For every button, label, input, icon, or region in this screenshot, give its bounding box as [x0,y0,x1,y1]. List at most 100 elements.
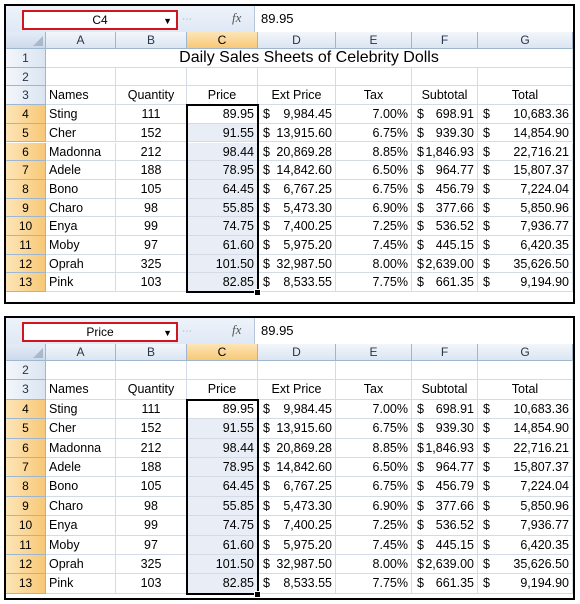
fx-icon[interactable]: fx [232,10,242,25]
cell-d11[interactable]: $5,975.20 [258,535,336,555]
cell-f13[interactable]: $661.35 [412,574,478,594]
cell-b7[interactable]: 188 [116,161,187,180]
column-label-names[interactable]: Names [46,86,116,106]
cell-c4[interactable]: 89.95 [187,399,258,420]
cell-a13[interactable]: Pink [46,273,116,293]
cell-b11[interactable]: 97 [116,236,187,255]
cell-e2[interactable] [336,361,412,381]
cell-c5[interactable]: 91.55 [187,419,258,439]
cell-g12[interactable]: $35,626.50 [478,254,573,274]
cell-e12[interactable]: 8.00% [336,254,412,274]
cell-b11[interactable]: 97 [116,535,187,555]
cell-b7[interactable]: 188 [116,458,187,478]
cell-e9[interactable]: 6.90% [336,198,412,218]
column-label-subtotal[interactable]: Subtotal [412,380,478,400]
row-header-9[interactable]: 9 [6,496,46,517]
cell-b6[interactable]: 212 [116,438,187,458]
cell-d13[interactable]: $8,533.55 [258,273,336,293]
column-label-subtotal[interactable]: Subtotal [412,86,478,106]
cell-f2[interactable] [412,361,478,381]
cell-a6[interactable]: Madonna [46,142,116,162]
column-header-d[interactable]: D [258,32,336,49]
cell-g6[interactable]: $22,716.21 [478,142,573,162]
cell-a12[interactable]: Oprah [46,555,116,575]
cell-a2[interactable] [46,361,116,381]
column-header-c[interactable]: C [187,32,258,49]
cell-f10[interactable]: $536.52 [412,217,478,236]
cell-c9[interactable]: 55.85 [187,198,258,218]
cell-d4[interactable]: $9,984.45 [258,399,336,420]
cell-e4[interactable]: 7.00% [336,105,412,124]
cell-d13[interactable]: $8,533.55 [258,574,336,594]
row-header-7[interactable]: 7 [6,458,46,478]
cell-d5[interactable]: $13,915.60 [258,419,336,439]
cell-e5[interactable]: 6.75% [336,419,412,439]
cell-a9[interactable]: Charo [46,496,116,517]
column-header-a[interactable]: A [46,32,116,49]
cell-e2[interactable] [336,67,412,87]
fill-handle[interactable] [254,590,261,598]
row-header-5[interactable]: 5 [6,419,46,439]
column-label-tax[interactable]: Tax [336,380,412,400]
row-header-12[interactable]: 12 [6,254,46,274]
cell-a4[interactable]: Sting [46,105,116,124]
chevron-down-icon[interactable]: ▼ [163,328,172,338]
cell-c6[interactable]: 98.44 [187,438,258,458]
cell-a11[interactable]: Moby [46,236,116,255]
cell-f5[interactable]: $939.30 [412,123,478,143]
row-header-3[interactable]: 3 [6,380,46,400]
cell-b9[interactable]: 98 [116,496,187,517]
cell-c7[interactable]: 78.95 [187,161,258,180]
cell-d11[interactable]: $5,975.20 [258,236,336,255]
cell-f4[interactable]: $698.91 [412,105,478,124]
cell-f6[interactable]: $1,846.93 [412,142,478,162]
cell-g2[interactable] [478,361,573,381]
row-header-3[interactable]: 3 [6,86,46,106]
name-box[interactable]: C4 ▼ [22,10,178,30]
cell-f12[interactable]: $2,639.00 [412,254,478,274]
cell-f7[interactable]: $964.77 [412,458,478,478]
cell-c12[interactable]: 101.50 [187,555,258,575]
cell-d2[interactable] [258,361,336,381]
cell-e11[interactable]: 7.45% [336,236,412,255]
cell-c12[interactable]: 101.50 [187,254,258,274]
cell-b6[interactable]: 212 [116,142,187,162]
cell-g7[interactable]: $15,807.37 [478,161,573,180]
row-header-7[interactable]: 7 [6,161,46,180]
name-box[interactable]: Price ▼ [22,322,178,342]
cell-d8[interactable]: $6,767.25 [258,179,336,199]
cell-d8[interactable]: $6,767.25 [258,477,336,497]
column-label-total[interactable]: Total [478,86,573,106]
cell-f6[interactable]: $1,846.93 [412,438,478,458]
cell-c9[interactable]: 55.85 [187,496,258,517]
cell-f7[interactable]: $964.77 [412,161,478,180]
cell-f9[interactable]: $377.66 [412,496,478,517]
row-header-13[interactable]: 13 [6,574,46,594]
cell-b5[interactable]: 152 [116,419,187,439]
cell-b4[interactable]: 111 [116,105,187,124]
cell-b2[interactable] [116,361,187,381]
cell-c6[interactable]: 98.44 [187,142,258,162]
cell-d10[interactable]: $7,400.25 [258,516,336,536]
row-header-4[interactable]: 4 [6,399,46,420]
cell-g5[interactable]: $14,854.90 [478,123,573,143]
fx-icon[interactable]: fx [232,322,242,337]
select-all-corner[interactable] [6,344,46,361]
cell-d4[interactable]: $9,984.45 [258,105,336,124]
cell-a10[interactable]: Enya [46,217,116,236]
cell-b8[interactable]: 105 [116,477,187,497]
cell-f10[interactable]: $536.52 [412,516,478,536]
column-header-b[interactable]: B [116,344,187,361]
chevron-down-icon[interactable]: ▼ [163,16,172,26]
cell-e10[interactable]: 7.25% [336,217,412,236]
cell-f8[interactable]: $456.79 [412,179,478,199]
cell-a2[interactable] [46,67,116,87]
cell-b5[interactable]: 152 [116,123,187,143]
cell-d12[interactable]: $32,987.50 [258,555,336,575]
cell-g13[interactable]: $9,194.90 [478,273,573,293]
cell-e5[interactable]: 6.75% [336,123,412,143]
cell-e7[interactable]: 6.50% [336,458,412,478]
cell-b8[interactable]: 105 [116,179,187,199]
row-header-8[interactable]: 8 [6,477,46,497]
cell-g8[interactable]: $7,224.04 [478,477,573,497]
